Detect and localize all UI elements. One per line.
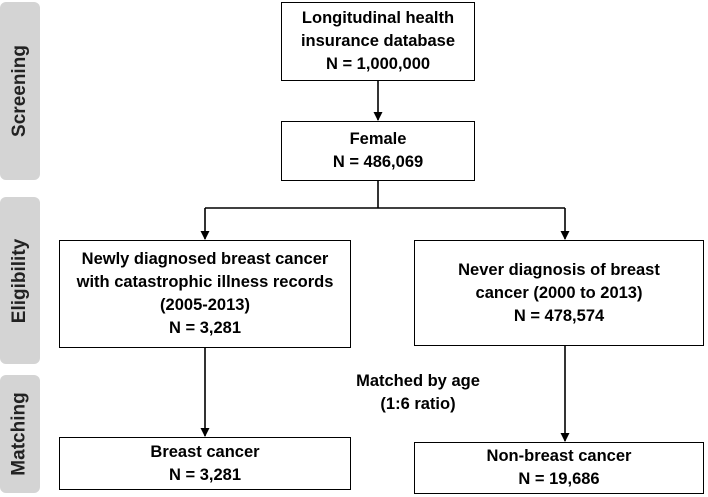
phase-tab-eligibility: Eligibility (0, 197, 40, 364)
box-newly-diagnosed: Newly diagnosed breast cancer with catas… (59, 240, 351, 348)
matching-note-line2: (1:6 ratio) (380, 395, 456, 413)
box-non-breast-cancer: Non-breast cancer N = 19,686 (414, 442, 704, 494)
box-database-line1: Longitudinal health (301, 9, 455, 27)
box-database: Longitudinal health insurance database N… (281, 2, 475, 81)
box-female: Female N = 486,069 (281, 121, 475, 181)
phase-tab-screening: Screening (0, 2, 40, 180)
phase-tab-matching: Matching (0, 375, 40, 493)
box-breast-cancer-label: Breast cancer (150, 442, 260, 461)
box-non-breast-cancer-label: Non-breast cancer (486, 447, 632, 465)
box-never-diagnosed-line2: cancer (2000 to 2013) (475, 283, 643, 302)
box-newly-diagnosed-line3: (2005-2013) (160, 296, 250, 314)
matching-note-line1: Matched by age (356, 372, 480, 390)
box-non-breast-cancer-count: N = 19,686 (518, 470, 600, 488)
box-never-diagnosed-line1: Never diagnosis of breast (458, 260, 660, 279)
box-newly-diagnosed-line2: with catastrophic illness records (76, 273, 334, 291)
box-newly-diagnosed-line1: Newly diagnosed breast cancer (81, 250, 329, 268)
box-never-diagnosed: Never diagnosis of breast cancer (2000 t… (414, 240, 704, 346)
matching-note: Matched by age (1:6 ratio) (343, 370, 493, 416)
box-female-count: N = 486,069 (332, 153, 424, 171)
box-database-count: N = 1,000,000 (325, 55, 431, 73)
box-newly-diagnosed-count: N = 3,281 (168, 319, 241, 337)
box-never-diagnosed-count: N = 478,574 (513, 306, 605, 325)
box-breast-cancer-count: N = 3,281 (168, 465, 241, 484)
box-breast-cancer: Breast cancer N = 3,281 (59, 437, 351, 490)
box-female-label: Female (349, 130, 407, 148)
box-database-line2: insurance database (300, 32, 456, 50)
